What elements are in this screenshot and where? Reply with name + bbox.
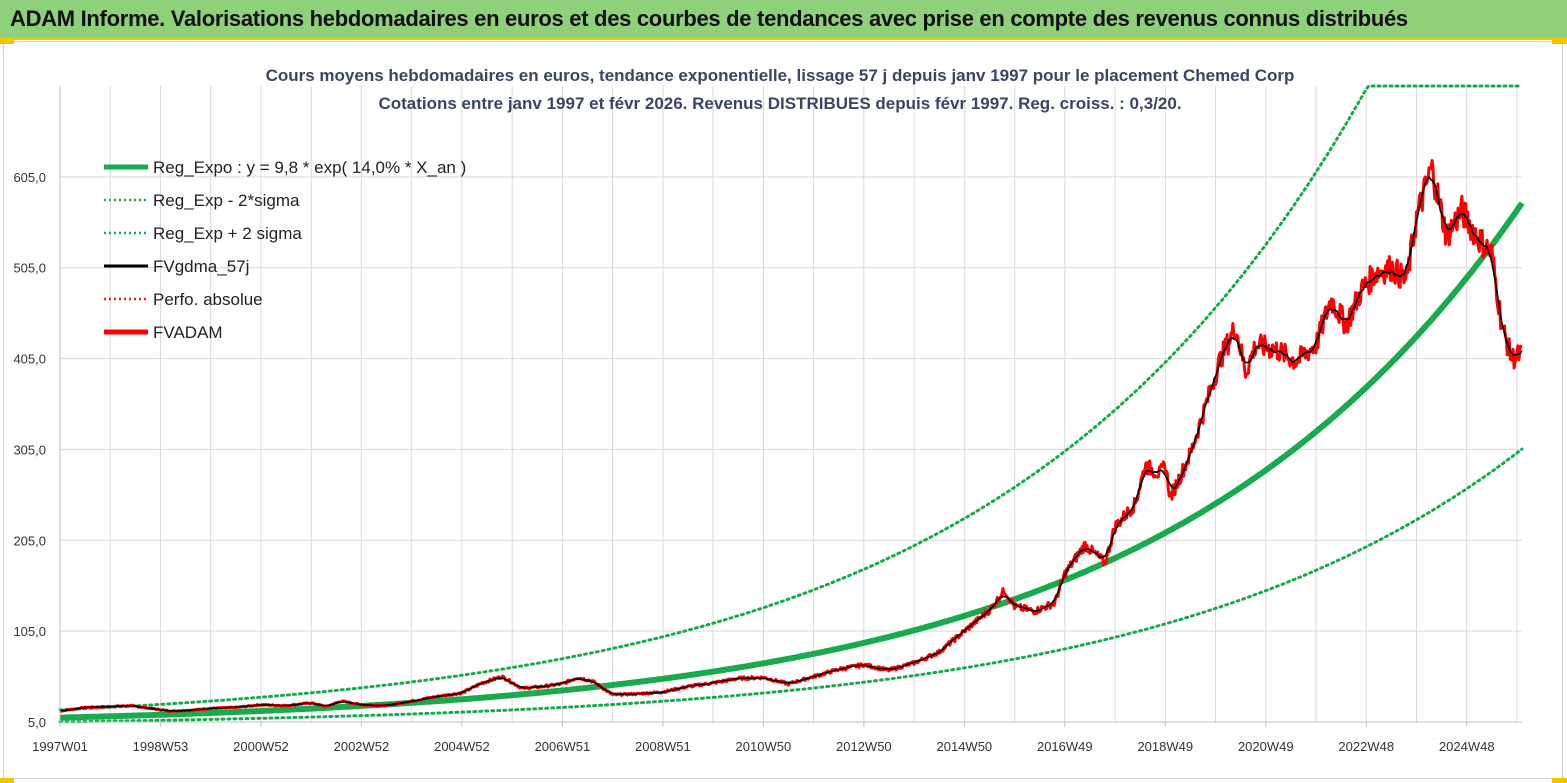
x-tick-label: 2002W52 bbox=[334, 739, 390, 754]
grid bbox=[59, 86, 1522, 723]
x-tick-label: 2008W51 bbox=[635, 739, 691, 754]
x-tick-label: 2022W48 bbox=[1338, 739, 1394, 754]
y-tick-label: 505,0 bbox=[13, 261, 46, 276]
legend-label-reg_minus: Reg_Exp - 2*sigma bbox=[153, 191, 300, 210]
fvgdma-57j-line bbox=[59, 176, 1523, 712]
y-tick-label: 5,0 bbox=[28, 715, 46, 730]
x-tick-label: 2024W48 bbox=[1439, 739, 1495, 754]
x-tick-label: 1998W53 bbox=[133, 739, 189, 754]
x-tick-label: 2016W49 bbox=[1037, 739, 1093, 754]
fvadam-line bbox=[59, 159, 1523, 713]
x-tick-label: 2006W51 bbox=[535, 739, 591, 754]
chart-frame bbox=[3, 41, 1563, 779]
x-tick-label: 2014W50 bbox=[937, 739, 993, 754]
y-tick-label: 105,0 bbox=[13, 624, 46, 639]
y-tick-label: 305,0 bbox=[13, 442, 46, 457]
legend-label-reg_plus: Reg_Exp + 2 sigma bbox=[153, 224, 302, 243]
y-tick-label: 405,0 bbox=[13, 352, 46, 367]
series-layer bbox=[58, 84, 1525, 724]
legend: Reg_Expo : y = 9,8 * exp( 14,0% * X_an )… bbox=[104, 158, 466, 342]
reg-exp-plus-2sigma-line bbox=[58, 84, 1524, 712]
y-tick-label: 205,0 bbox=[13, 533, 46, 548]
report-title: ADAM Informe. Valorisations hebdomadaire… bbox=[10, 6, 1408, 31]
report-banner: ADAM Informe. Valorisations hebdomadaire… bbox=[0, 0, 1567, 40]
axes: 5,0 105,0 205,0 305,0 405,0 505,0 605,0 1997W01… bbox=[13, 86, 1522, 754]
x-tick-label: 2018W49 bbox=[1137, 739, 1193, 754]
corner-accent bbox=[1552, 38, 1567, 44]
x-tick-label: 2020W49 bbox=[1238, 739, 1294, 754]
corner-accent bbox=[0, 778, 14, 783]
legend-label-fv_adam: FVADAM bbox=[153, 323, 223, 342]
corner-accent bbox=[1552, 778, 1567, 783]
y-tick-label: 605,0 bbox=[13, 170, 46, 185]
chart-title-line-2: Cotations entre janv 1997 et févr 2026. … bbox=[378, 94, 1181, 113]
x-tick-label: 1997W01 bbox=[32, 739, 88, 754]
reg-exp-minus-2sigma-line bbox=[58, 447, 1524, 724]
reg-expo-line bbox=[60, 201, 1525, 721]
x-tick-label: 2010W50 bbox=[736, 739, 792, 754]
x-tick-label: 2000W52 bbox=[233, 739, 289, 754]
legend-label-fv_smooth: FVgdma_57j bbox=[153, 257, 249, 276]
legend-label-perfo: Perfo. absolue bbox=[153, 290, 263, 309]
corner-accent bbox=[0, 38, 14, 44]
x-tick-label: 2004W52 bbox=[434, 739, 490, 754]
legend-label-reg_expo: Reg_Expo : y = 9,8 * exp( 14,0% * X_an ) bbox=[153, 158, 466, 177]
x-tick-label: 2012W50 bbox=[836, 739, 892, 754]
chart-title-line-1: Cours moyens hebdomadaires en euros, ten… bbox=[266, 66, 1295, 85]
